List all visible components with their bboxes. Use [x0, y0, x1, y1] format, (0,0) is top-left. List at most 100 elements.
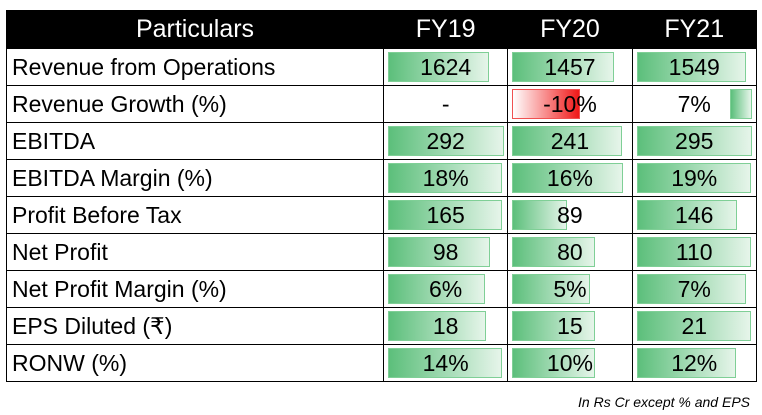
row-label: Revenue from Operations [6, 48, 384, 86]
cell-value: 18 [432, 312, 459, 339]
cell-value: 110 [675, 238, 713, 265]
cell-value: 1457 [544, 53, 596, 80]
cell-value: 165 [426, 201, 465, 228]
value-cell-fy19: 1624 [382, 48, 509, 86]
data-bar [388, 311, 487, 341]
data-bar [388, 237, 491, 267]
cell-value: 295 [675, 127, 714, 154]
table-row: Revenue from Operations 1624 1457 1549 [6, 48, 757, 86]
table-row: Revenue Growth (%) - -10% 7% [6, 85, 757, 123]
value-cell-fy21: 7% [631, 270, 757, 308]
cell-value: 1624 [420, 53, 472, 80]
cell-value: 98 [432, 238, 459, 265]
row-label: Profit Before Tax [6, 196, 384, 234]
value-cell-fy21: 146 [631, 196, 757, 234]
value-cell-fy21: 12% [631, 344, 757, 382]
cell-value: -10% [543, 90, 597, 117]
value-cell-fy20: 16% [507, 159, 633, 197]
value-cell-fy19: 98 [382, 233, 509, 271]
data-bar [636, 126, 753, 156]
data-bar [512, 311, 595, 341]
cell-value: 10% [546, 349, 593, 376]
table-row: EBITDA 292 241 295 [6, 122, 757, 160]
value-cell-fy20: 1457 [507, 48, 633, 86]
value-cell-fy19: 18 [382, 307, 509, 345]
header-row: Particulars FY19 FY20 FY21 [6, 10, 757, 49]
cell-value: 241 [550, 127, 590, 154]
cell-value: 1549 [668, 53, 720, 80]
data-bar [512, 237, 595, 267]
data-bar [636, 163, 751, 193]
value-cell-fy19: - [382, 85, 509, 123]
row-label: Revenue Growth (%) [6, 85, 384, 123]
data-bar [636, 311, 751, 341]
value-cell-fy21: 110 [631, 233, 757, 271]
value-cell-fy21: 295 [631, 122, 757, 160]
data-bar [636, 200, 738, 230]
table-row: EBITDA Margin (%) 18% 16% 19% [6, 159, 757, 197]
value-cell-fy19: 165 [382, 196, 509, 234]
units-footnote: In Rs Cr except % and EPS [578, 394, 750, 410]
data-bar [512, 52, 615, 82]
cell-value: 5% [553, 275, 587, 302]
cell-value: 7% [677, 90, 711, 117]
value-cell-fy21: 21 [631, 307, 757, 345]
data-bar [512, 126, 622, 156]
value-cell-fy19: 292 [382, 122, 509, 160]
value-cell-fy20: 241 [507, 122, 633, 160]
cell-value: 18% [422, 164, 469, 191]
data-bar [636, 348, 737, 378]
table-row: Net Profit 98 80 110 [6, 233, 757, 271]
header-fy21: FY21 [631, 10, 757, 49]
data-bar [512, 163, 623, 193]
value-cell-fy19: 14% [382, 344, 509, 382]
header-particulars: Particulars [6, 10, 384, 49]
value-cell-fy20: 10% [507, 344, 633, 382]
data-bar [512, 348, 595, 378]
row-label: RONW (%) [6, 344, 384, 382]
header-fy20: FY20 [507, 10, 633, 49]
value-cell-fy21: 1549 [631, 48, 757, 86]
cell-value: 7% [677, 275, 711, 302]
financial-summary-table: Particulars FY19 FY20 FY21 Revenue from … [6, 10, 757, 382]
cell-value: - [441, 90, 450, 117]
negative-data-bar [512, 89, 580, 119]
table-row: Profit Before Tax 165 89 146 [6, 196, 757, 234]
cell-value: 16% [546, 164, 593, 191]
cell-value: 80 [557, 238, 583, 265]
data-bar [388, 274, 486, 304]
cell-value: 15 [557, 312, 583, 339]
value-cell-fy20: 5% [507, 270, 633, 308]
row-label: Net Profit Margin (%) [6, 270, 384, 308]
data-bar [636, 52, 747, 82]
data-bar [388, 200, 503, 230]
data-bar [636, 237, 751, 267]
value-cell-fy19: 18% [382, 159, 509, 197]
cell-value: 292 [426, 127, 465, 154]
cell-value: 12% [671, 349, 718, 376]
cell-value: 19% [671, 164, 718, 191]
row-label: EBITDA Margin (%) [6, 159, 384, 197]
value-cell-fy20: 80 [507, 233, 633, 271]
value-cell-fy20: 15 [507, 307, 633, 345]
cell-value: 6% [429, 275, 463, 302]
table-row: RONW (%) 14% 10% 12% [6, 344, 757, 382]
data-bar [388, 126, 504, 156]
cell-value: 21 [681, 312, 708, 339]
cell-value: 14% [422, 349, 469, 376]
data-bar [636, 274, 747, 304]
table-row: EPS Diluted (₹) 18 15 21 [6, 307, 757, 345]
row-label: EPS Diluted (₹) [6, 307, 384, 345]
table-row: Net Profit Margin (%) 6% 5% 7% [6, 270, 757, 308]
cell-value: 89 [557, 201, 583, 228]
row-label: EBITDA [6, 122, 384, 160]
data-bar [512, 274, 590, 304]
data-bar [388, 163, 503, 193]
data-bar [512, 200, 568, 230]
row-label: Net Profit [6, 233, 384, 271]
cell-value: 146 [675, 201, 714, 228]
data-bar [388, 348, 503, 378]
value-cell-fy19: 6% [382, 270, 509, 308]
data-bar [388, 52, 489, 82]
value-cell-fy21: 19% [631, 159, 757, 197]
